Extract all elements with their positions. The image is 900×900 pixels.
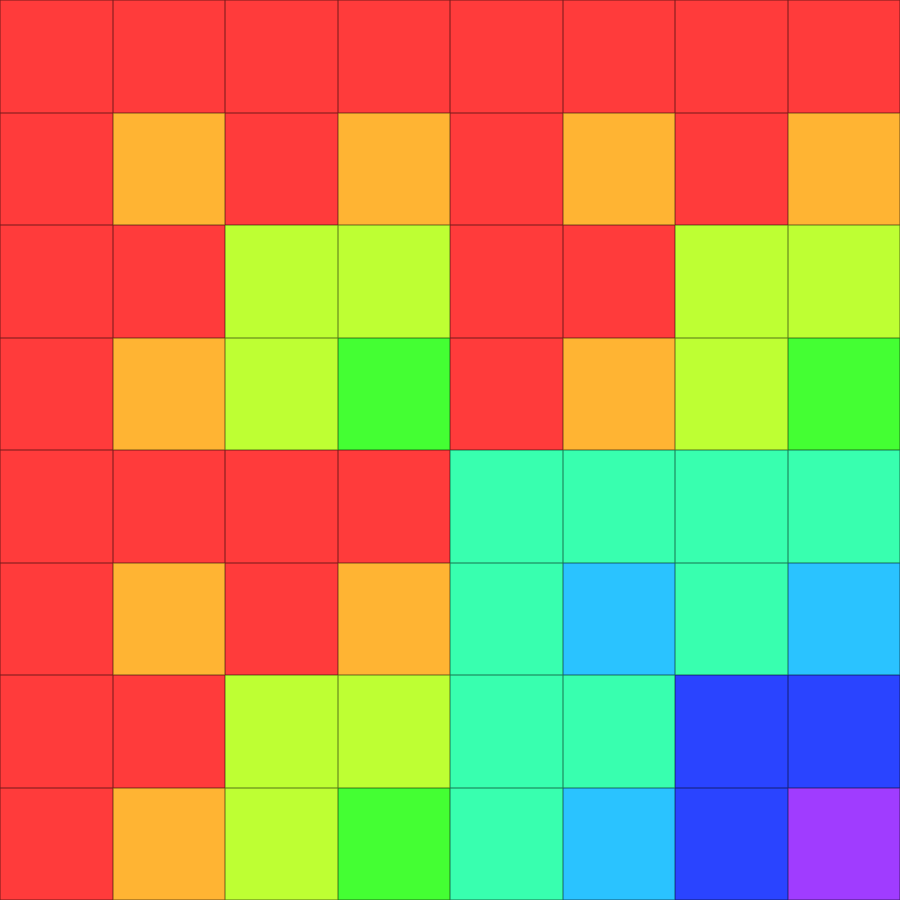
grid-cell [787, 0, 900, 113]
grid-cell [562, 787, 675, 900]
grid-cell [225, 112, 338, 225]
grid-cell [450, 675, 563, 788]
grid-cell [675, 0, 788, 113]
grid-cell [450, 337, 563, 450]
grid-cell [562, 0, 675, 113]
grid-cell [225, 787, 338, 900]
grid-cell [787, 562, 900, 675]
grid-cell [787, 450, 900, 563]
grid-cell [562, 337, 675, 450]
grid-cell [562, 562, 675, 675]
grid-cell [225, 450, 338, 563]
grid-cell [787, 112, 900, 225]
grid-cell [450, 0, 563, 113]
grid-cell [450, 225, 563, 338]
grid-cell [225, 675, 338, 788]
grid-cell [675, 562, 788, 675]
grid-cell [112, 787, 225, 900]
grid-cell [0, 0, 113, 113]
grid-cell [0, 562, 113, 675]
grid-cell [675, 675, 788, 788]
grid-cell [225, 337, 338, 450]
grid-cell [675, 337, 788, 450]
grid-cell [675, 787, 788, 900]
grid-cell [787, 787, 900, 900]
grid-cell [112, 225, 225, 338]
grid-cell [675, 112, 788, 225]
grid-cell [450, 787, 563, 900]
grid-cell [0, 337, 113, 450]
grid-cell [675, 225, 788, 338]
grid-cell [0, 112, 113, 225]
grid-cell [337, 0, 450, 113]
grid-cell [562, 225, 675, 338]
grid-cell [675, 450, 788, 563]
grid-cell [112, 450, 225, 563]
grid-cell [0, 675, 113, 788]
grid-cell [0, 787, 113, 900]
grid-cell [112, 675, 225, 788]
grid-cell [337, 450, 450, 563]
grid-cell [450, 112, 563, 225]
grid-cell [450, 562, 563, 675]
grid-cell [337, 787, 450, 900]
grid-cell [562, 675, 675, 788]
grid-cell [337, 675, 450, 788]
grid-cell [337, 112, 450, 225]
grid-cell [112, 562, 225, 675]
grid-cell [225, 225, 338, 338]
grid-cell [562, 112, 675, 225]
grid-cell [112, 112, 225, 225]
grid-cell [337, 225, 450, 338]
grid-cell [787, 337, 900, 450]
grid-cell [337, 337, 450, 450]
grid-cell [0, 225, 113, 338]
grid-cell [787, 225, 900, 338]
grid-cell [225, 562, 338, 675]
grid-cell [225, 0, 338, 113]
grid-cell [562, 450, 675, 563]
grid-cell [787, 675, 900, 788]
grid-cell [0, 450, 113, 563]
grid-cell [112, 337, 225, 450]
grid-cell [337, 562, 450, 675]
grid-cell [450, 450, 563, 563]
grid-cell [112, 0, 225, 113]
